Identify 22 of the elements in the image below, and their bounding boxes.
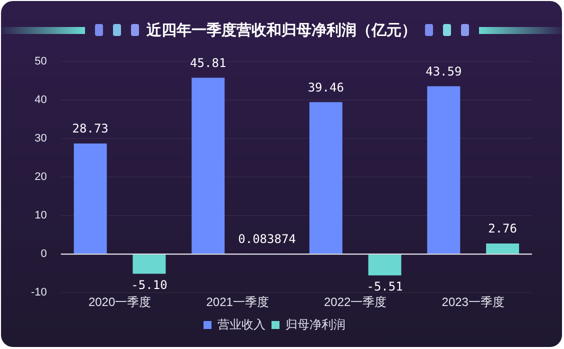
y-tick-label: 10 xyxy=(34,210,47,222)
chart-title: 近四年一季度营收和归母净利润（亿元） xyxy=(146,20,416,40)
data-label: -5.10 xyxy=(131,278,168,292)
legend-label: 营业收入 xyxy=(218,317,266,332)
y-tick-label: 20 xyxy=(34,171,47,184)
legend-label: 归母净利润 xyxy=(286,317,346,332)
data-label: 28.73 xyxy=(72,122,108,136)
x-tick-label: 2023一季度 xyxy=(442,295,504,310)
y-tick-label: 50 xyxy=(34,56,47,68)
y-tick-label: -10 xyxy=(30,286,47,299)
x-tick-label: 2020一季度 xyxy=(88,295,152,310)
data-label: 2.76 xyxy=(488,222,518,236)
y-tick-label: 40 xyxy=(34,94,47,106)
data-label: 39.46 xyxy=(308,80,344,94)
data-label: 43.59 xyxy=(426,64,462,78)
data-label: 45.81 xyxy=(190,56,226,70)
x-tick-label: 2021一季度 xyxy=(206,295,269,310)
y-tick-label: 30 xyxy=(34,132,47,145)
y-tick-label: 0 xyxy=(40,248,47,260)
data-label: 0.083874 xyxy=(238,232,296,246)
x-tick-label: 2022一季度 xyxy=(324,295,387,310)
data-label: -5.51 xyxy=(366,279,403,294)
